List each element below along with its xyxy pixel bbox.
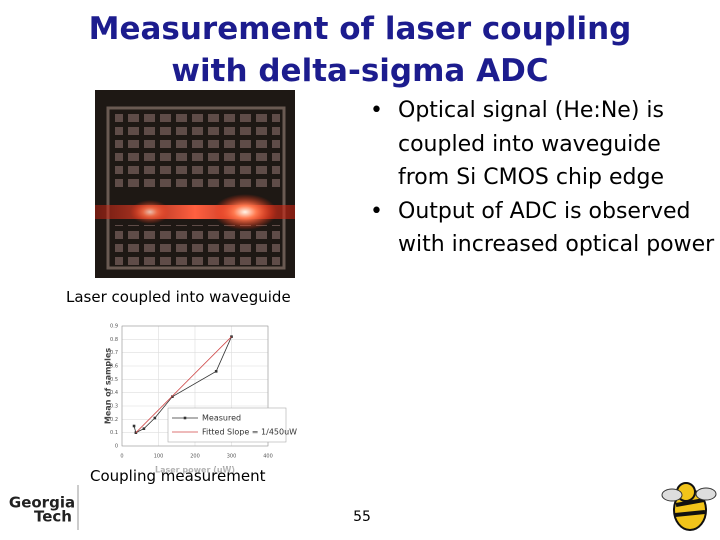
chip-photo	[95, 90, 295, 278]
bee-mascot	[661, 482, 717, 531]
y-tick-label: 0.6	[110, 364, 118, 370]
data-point	[214, 370, 218, 373]
title-line: with delta-sigma ADC	[171, 53, 549, 89]
y-tick-label: 0.4	[110, 390, 118, 396]
photo-caption: Laser coupled into waveguide	[66, 288, 291, 306]
georgia-tech-logo: Georgia Tech	[9, 485, 79, 530]
bullet: Optical signal (He:Ne) is coupled into w…	[370, 94, 718, 195]
logo-text: Tech	[34, 508, 72, 526]
x-tick-label: 100	[154, 454, 164, 460]
x-tick-label: 300	[227, 454, 237, 460]
bullet: Output of ADC is observed with increased…	[370, 195, 718, 262]
data-point	[132, 424, 136, 428]
bullet-list: Optical signal (He:Ne) is coupled into w…	[368, 94, 718, 262]
chart-background	[100, 318, 292, 468]
y-tick-label: 0.9	[110, 324, 118, 330]
page-number: 55	[353, 509, 371, 525]
y-tick-label: 0.8	[110, 337, 118, 343]
y-tick-label: 0	[115, 444, 118, 450]
data-point	[142, 427, 146, 430]
title-line: Measurement of laser coupling	[88, 11, 632, 47]
legend-box	[167, 407, 287, 443]
y-tick-label: 0.7	[110, 350, 118, 356]
y-tick-label: 0.2	[110, 417, 118, 423]
data-point	[134, 431, 138, 434]
y-tick-label: 0.5	[110, 377, 118, 383]
data-point	[171, 395, 174, 398]
legend-marker	[183, 416, 187, 420]
y-tick-label: 0.1	[110, 430, 118, 436]
x-tick-label: 200	[190, 454, 200, 460]
chart-caption: Coupling measurement	[90, 467, 266, 485]
y-tick-label: 0.3	[110, 404, 118, 410]
data-point	[153, 416, 157, 420]
legend-label: Fitted Slope = 1/450uW	[202, 428, 297, 437]
plot-frame	[121, 325, 269, 447]
x-tick-label: 0	[120, 454, 123, 460]
y-axis-label: Mean of samples	[104, 348, 113, 424]
series-line	[135, 336, 232, 433]
x-tick-label: 400	[263, 454, 273, 460]
legend-label: Measured	[202, 414, 241, 423]
logo-text: Georgia	[9, 494, 75, 512]
